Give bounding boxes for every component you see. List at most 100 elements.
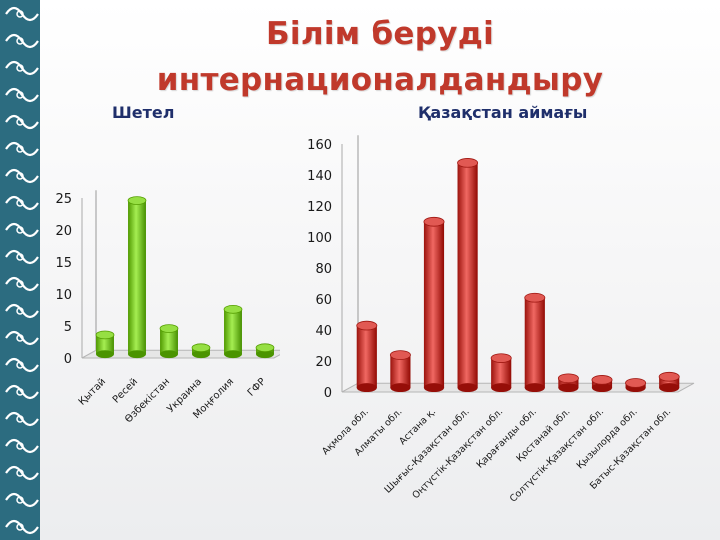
kz-bar <box>658 371 680 393</box>
ornament-dot <box>16 388 24 396</box>
abroad-y-tick-label: 25 <box>55 192 72 207</box>
ornament-dot <box>16 442 24 450</box>
kz-x-tick-label: Қарағанды обл. <box>475 406 539 470</box>
abroad-bar-body <box>128 200 146 355</box>
slide-title-line1: Білім беруді <box>265 16 495 52</box>
abroad-bar-base <box>256 350 274 359</box>
kz-x-tick-label: Қызылорда обл. <box>575 406 640 471</box>
kz-bar-body <box>659 376 680 388</box>
kz-bar-body <box>491 358 512 388</box>
ornament-dot <box>16 307 24 315</box>
ornament-swirl <box>5 168 39 184</box>
ornament-dot <box>16 91 24 99</box>
kz-bar-top <box>625 378 647 388</box>
ornament-swirl <box>5 249 39 265</box>
abroad-bar <box>223 305 243 359</box>
kz-y-tick-label: 20 <box>315 355 332 370</box>
abroad-bar-base <box>192 350 210 359</box>
ornament-dot <box>16 496 24 504</box>
kz-bar-top <box>524 292 546 303</box>
abroad-bar-base <box>96 350 114 359</box>
abroad-bar-base <box>160 350 178 359</box>
kz-bar <box>356 320 378 393</box>
kz-y-tick-label: 140 <box>307 169 332 184</box>
kz-bar-top <box>658 371 680 382</box>
abroad-y-tick-label: 0 <box>64 352 72 367</box>
kz-y-tick-label: 40 <box>315 324 332 339</box>
slide-title-line2: интернационалдандыру <box>156 62 604 98</box>
abroad-bar-top <box>159 324 179 333</box>
kz-bar <box>457 158 479 393</box>
ornament-dot <box>16 469 24 477</box>
ornament-dot <box>16 118 24 126</box>
kz-bar-base <box>558 383 579 393</box>
kz-bar <box>625 378 647 393</box>
ornament-swirl <box>5 411 39 427</box>
kz-bar <box>524 292 546 393</box>
ornament-dot <box>16 37 24 45</box>
kz-bar-base <box>390 383 411 393</box>
ornament-dot <box>16 172 24 180</box>
kz-bar-base <box>356 383 377 393</box>
kz-bar-base <box>491 383 512 393</box>
ornament-swirl <box>5 33 39 49</box>
ornament-dot <box>16 199 24 207</box>
abroad-y-tick-label: 5 <box>64 320 72 335</box>
abroad-bar-base <box>224 350 242 359</box>
ornament-swirl <box>5 276 39 292</box>
ornament-swirl <box>5 465 39 481</box>
abroad-x-tick-label: Ресей <box>111 376 140 405</box>
kz-y-tick-label: 120 <box>307 200 332 215</box>
abroad-bar <box>95 330 115 359</box>
ornament-swirl <box>5 303 39 319</box>
abroad-y-tick-label: 20 <box>55 224 72 239</box>
kz-bar-top <box>356 320 378 331</box>
kz-bar <box>557 373 579 393</box>
kz-bar <box>389 350 411 393</box>
abroad-y-tick-label: 15 <box>55 256 72 271</box>
abroad-bar-top <box>223 305 243 314</box>
kz-bar-body <box>524 297 545 388</box>
kz-y-tick-label: 100 <box>307 231 332 246</box>
kz-bar-top <box>457 158 479 168</box>
abroad-bar-base <box>128 350 146 359</box>
abroad-x-tick-label: Қытай <box>77 376 108 407</box>
kz-bar-base <box>659 383 680 393</box>
ornament-swirl <box>5 222 39 238</box>
abroad-bar <box>191 343 211 359</box>
abroad-bar-top <box>95 330 115 340</box>
kz-bar-top <box>423 216 445 227</box>
ornament-dot <box>16 361 24 369</box>
ornament-dot <box>16 226 24 234</box>
abroad-bar-top <box>255 343 275 353</box>
abroad-bar <box>255 343 275 359</box>
ornament-swirl <box>5 87 39 103</box>
kz-bar-body <box>356 325 377 388</box>
kz-y-tick-label: 60 <box>315 293 332 308</box>
abroad-bar-body <box>96 334 114 355</box>
ornament-dot <box>16 64 24 72</box>
abroad-bar-top <box>127 196 147 205</box>
ornament-dot <box>16 280 24 288</box>
ornament-swirl <box>5 438 39 454</box>
ornamental-border <box>0 0 40 540</box>
kz-bar-top <box>557 373 579 384</box>
kz-y-tick-label: 80 <box>315 262 332 277</box>
ornament-dot <box>16 145 24 153</box>
abroad-bar <box>159 324 179 359</box>
ornament-swirl <box>5 330 39 346</box>
kz-bar-top <box>490 353 512 363</box>
ornament-swirl <box>5 195 39 211</box>
ornament-swirl <box>5 114 39 130</box>
kz-bar-top <box>591 375 613 385</box>
abroad-y-tick-label: 10 <box>55 288 72 303</box>
abroad-bar-body <box>160 328 178 355</box>
kz-bar-base <box>457 383 478 393</box>
kz-bar-top <box>389 350 411 360</box>
kz-bar-base <box>524 383 545 393</box>
ornament-dot <box>16 334 24 342</box>
ornament-swirl <box>5 60 39 76</box>
kz-y-tick-label: 0 <box>324 386 332 401</box>
kz-bar-base <box>423 383 445 393</box>
kz-bar-body <box>390 355 411 388</box>
